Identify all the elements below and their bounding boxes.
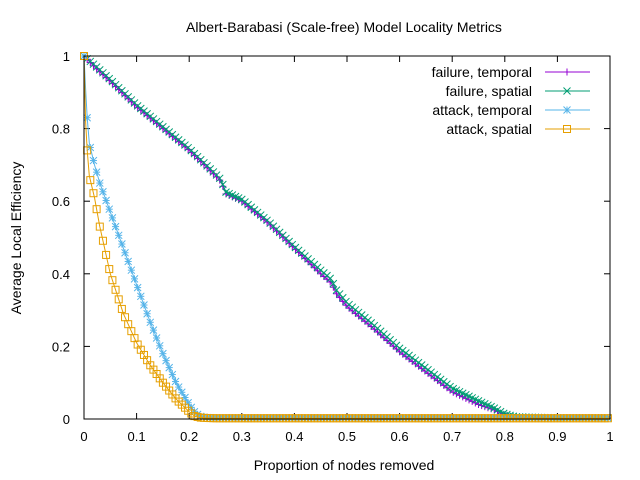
data-point — [95, 222, 104, 231]
x-tick-label: 0.1 — [128, 429, 146, 444]
data-point — [124, 257, 133, 266]
data-point — [414, 358, 423, 367]
y-tick-label: 0.6 — [52, 194, 70, 209]
x-axis-label: Proportion of nodes removed — [254, 457, 435, 473]
x-tick-label: 0.6 — [391, 429, 409, 444]
legend-label: failure, spatial — [446, 83, 532, 99]
legend-swatch-marker — [563, 68, 571, 76]
data-point — [114, 231, 123, 240]
data-point — [105, 265, 114, 274]
data-point — [136, 292, 145, 301]
data-point — [603, 414, 612, 423]
data-point — [133, 283, 142, 292]
legend: failure, temporal failure, spatial attack,… — [432, 64, 590, 137]
data-point — [427, 368, 436, 377]
x-tick-label: 0.2 — [180, 429, 198, 444]
data-point — [433, 373, 442, 381]
data-point — [159, 349, 167, 358]
legend-label: failure, temporal — [432, 64, 532, 80]
x-tick-label: 0.5 — [338, 429, 356, 444]
series-layer — [80, 52, 612, 423]
data-point — [443, 380, 451, 389]
data-point — [108, 214, 117, 222]
data-point — [405, 351, 413, 360]
data-point — [162, 356, 170, 365]
data-point — [102, 196, 110, 205]
y-tick-label: 0.2 — [52, 339, 70, 354]
legend-label: attack, temporal — [432, 102, 532, 118]
x-tick-label: 0.8 — [496, 429, 514, 444]
axis-ticks: 0 0.1 0.2 0.3 0.4 0.5 0.6 0.7 0.8 0.9 1 0 0.2 0.4 0.6 0… — [52, 49, 614, 444]
data-point — [98, 236, 107, 245]
data-point — [121, 248, 129, 257]
data-point — [95, 179, 104, 187]
x-tick-label: 1 — [606, 429, 613, 444]
data-point — [111, 285, 120, 294]
data-point — [152, 334, 161, 342]
x-tick-label: 0.9 — [548, 429, 566, 444]
data-point — [143, 309, 151, 318]
data-point — [92, 168, 101, 177]
x-tick-label: 0.3 — [233, 429, 251, 444]
y-tick-label: 0.4 — [52, 267, 70, 282]
data-point — [108, 276, 117, 285]
series-attack-spatial — [80, 52, 612, 423]
data-point — [89, 189, 98, 198]
data-point — [398, 346, 407, 355]
data-point — [478, 402, 486, 410]
data-point — [149, 326, 158, 334]
data-point — [395, 344, 404, 353]
data-point — [92, 205, 101, 214]
data-point — [417, 361, 426, 369]
data-point — [424, 365, 432, 374]
data-point — [408, 353, 417, 362]
data-point — [86, 176, 95, 185]
data-point — [420, 363, 429, 372]
x-tick-label: 0 — [80, 429, 87, 444]
legend-swatch-marker — [563, 106, 571, 114]
y-tick-label: 0.8 — [52, 122, 70, 137]
data-point — [436, 375, 445, 384]
data-point — [146, 318, 155, 327]
data-point — [83, 113, 92, 122]
data-point — [329, 279, 338, 288]
data-point — [89, 156, 98, 165]
data-point — [168, 370, 177, 379]
data-point — [111, 222, 120, 231]
y-tick-label: 1 — [63, 49, 70, 64]
data-point — [165, 363, 174, 372]
data-point — [118, 240, 126, 248]
x-tick-label: 0.4 — [285, 429, 303, 444]
legend-label: attack, spatial — [446, 121, 532, 137]
data-point — [99, 187, 107, 196]
data-point — [105, 205, 114, 214]
data-point — [219, 180, 227, 189]
data-point — [140, 301, 148, 309]
data-point — [130, 275, 139, 283]
data-point — [430, 370, 439, 379]
data-point — [155, 341, 164, 350]
y-tick-label: 0 — [63, 412, 70, 427]
plot-frame — [83, 55, 611, 420]
y-axis-label: Average Local Efficiency — [8, 162, 24, 315]
x-tick-label: 0.7 — [443, 429, 461, 444]
data-point — [114, 295, 123, 304]
legend-swatch-marker — [563, 87, 571, 95]
data-point — [402, 349, 410, 357]
data-point — [439, 377, 448, 386]
data-point — [127, 266, 136, 275]
data-point — [215, 174, 224, 183]
data-point — [411, 356, 420, 365]
data-point — [102, 250, 111, 259]
legend-swatch-marker — [563, 125, 571, 133]
data-point — [326, 274, 335, 283]
data-point — [117, 304, 126, 313]
chart-title: Albert-Barabasi (Scale-free) Model Local… — [186, 19, 502, 35]
